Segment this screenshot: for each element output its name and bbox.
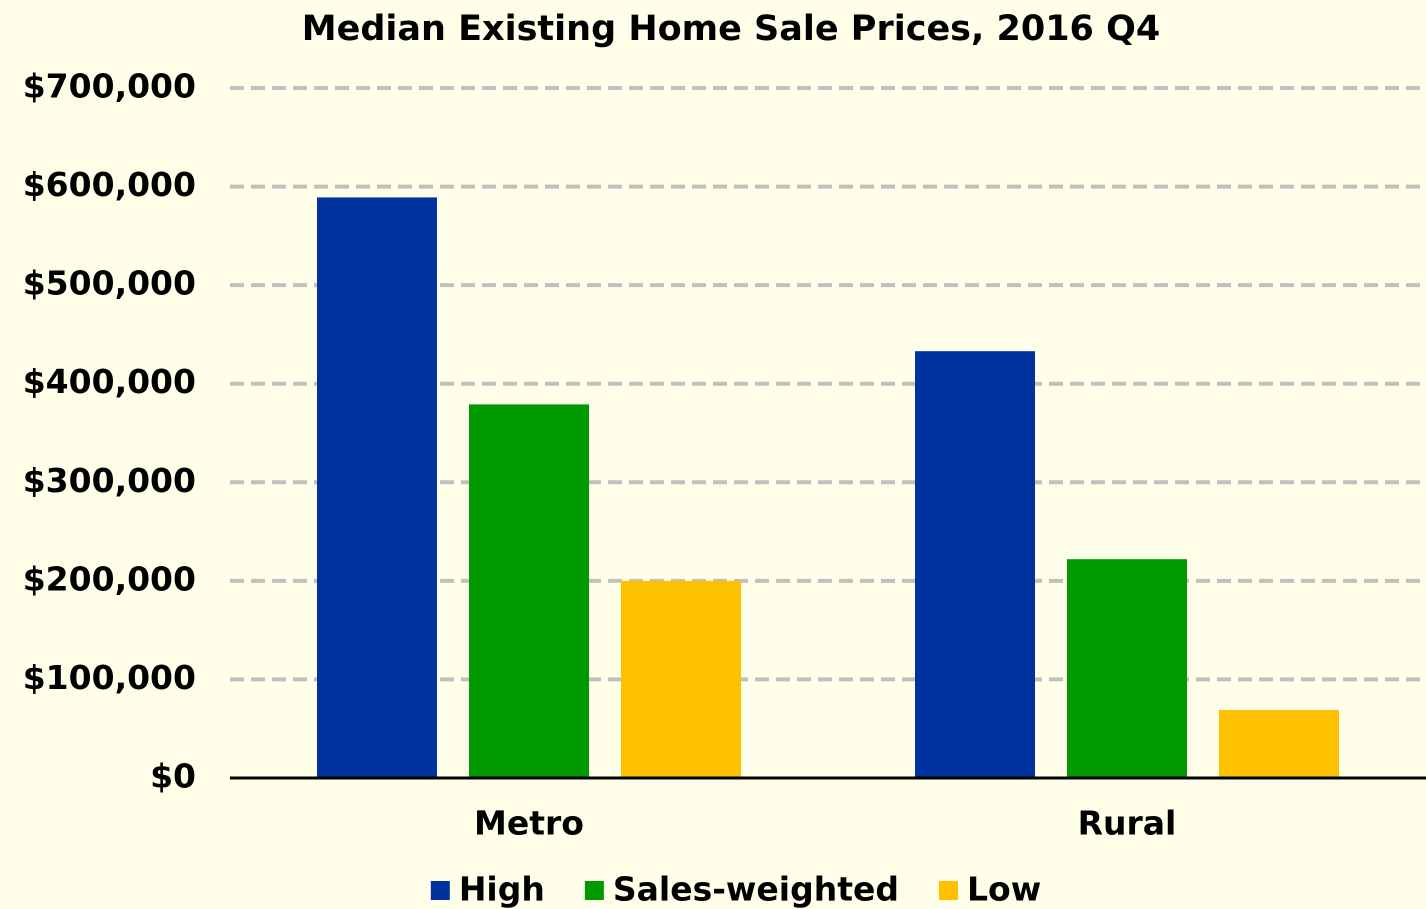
y-tick-label: $0 xyxy=(150,757,196,796)
x-tick-label: Rural xyxy=(1078,804,1177,843)
y-tick-label: $700,000 xyxy=(23,67,196,106)
legend-swatch xyxy=(430,881,450,900)
y-tick-label: $600,000 xyxy=(23,165,196,204)
y-tick-label: $400,000 xyxy=(23,362,196,401)
legend-swatch xyxy=(939,881,958,900)
bar xyxy=(621,580,741,778)
y-tick-label: $500,000 xyxy=(23,264,196,303)
legend-label: High xyxy=(459,870,545,909)
y-tick-label: $300,000 xyxy=(23,461,196,500)
legend-swatch xyxy=(584,881,604,900)
chart-title: Median Existing Home Sale Prices, 2016 Q… xyxy=(302,9,1160,49)
bar xyxy=(317,197,437,778)
y-tick-label: $100,000 xyxy=(23,658,196,697)
legend-label: Sales-weighted xyxy=(613,870,899,909)
bar xyxy=(1219,709,1339,778)
y-tick-label: $200,000 xyxy=(23,559,196,598)
bar xyxy=(1067,559,1187,778)
bar xyxy=(915,351,1035,778)
bar xyxy=(469,404,589,778)
x-tick-label: Metro xyxy=(474,804,584,843)
legend-label: Low xyxy=(967,870,1041,909)
